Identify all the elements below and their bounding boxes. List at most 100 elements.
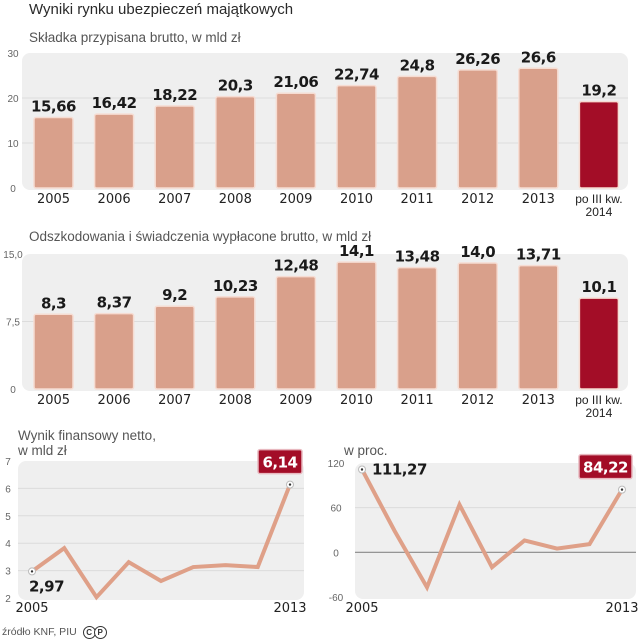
chart1-bar [396,75,438,189]
chart2-ytick-label: 15,0 [3,250,23,261]
chart1-ytick-label: 20 [7,94,19,105]
chart3-ytick-label: 5 [5,512,11,523]
chart3-ytick-label: 4 [5,539,11,550]
chart1-value-label: 18,22 [152,86,197,104]
source-text: źródło KNF, PIU [2,626,77,638]
chart1-category-label: 2006 [98,192,131,207]
chart1-bar [336,84,377,189]
chart1-value-label: 26,6 [521,48,556,66]
chart3-ytick-label: 3 [5,567,11,578]
chart2-category-label: po III kw. [575,393,622,407]
chart1-bar [154,105,195,189]
chart2-value-label: 8,37 [97,294,132,312]
chart2-value-label: 14,1 [339,242,374,260]
chart2-bar [457,262,498,390]
chart2-bar [154,305,195,390]
chart1-bar [33,116,74,189]
chart4-series-line [360,468,624,592]
chart3-title-line1: Wynik finansowy netto, [18,428,156,443]
chart4-title: w proc. [344,443,388,458]
chart1-category-label: 2008 [219,192,252,207]
chart2-ytick-label: 0 [10,385,16,396]
chart1-value-label: 24,8 [400,56,435,74]
chart1-value-label: 19,2 [581,82,616,100]
chart1-bar [215,95,256,189]
chart1-value-label: 26,26 [455,50,500,68]
chart1-category-label: 2014 [586,205,613,219]
chart2-bar [275,275,317,390]
chart4-ytick-label: -60 [329,593,344,604]
chart3-title: Wynik finansowy netto, w mld zł [18,428,156,458]
chart3-endpoint-dot [288,483,292,486]
chart2-value-label: 12,48 [273,257,318,275]
chart3-endpoint-dot [30,570,34,573]
chart3-ytick-label: 2 [5,594,11,605]
chart1-ytick-label: 10 [7,139,19,150]
chart3-end-value-label: 6,14 [262,454,297,472]
chart1-category-label: 2005 [37,192,70,207]
chart1-category-label: 2011 [401,192,434,207]
chart2-bar [396,266,438,390]
chart1-value-label: 15,66 [31,98,76,116]
chart4-ytick-label: 120 [328,459,345,470]
chart1-bar [457,69,498,189]
chart3-series-line [30,483,292,601]
chart1-category-label: po III kw. [575,192,622,206]
chart1-bar [93,113,135,189]
chart2-bar [93,312,135,390]
chart4-endpoint-dot [620,488,624,491]
chart4-end-value-label: 84,22 [583,459,628,477]
chart1-category-label: 2009 [279,192,312,207]
chart3-title-line2: w mld zł [18,443,67,458]
chart2-category-label: 2008 [219,393,252,408]
chart3-xtick-label: 2013 [273,601,306,616]
chart2-value-label: 13,48 [395,248,440,266]
chart2-value-label: 8,3 [41,294,66,312]
chart2-bar [518,264,559,390]
chart4-xtick-label: 2005 [345,601,378,616]
chart1-bar [275,92,317,189]
chart2-value-label: 9,2 [162,286,187,304]
chart1-value-label: 22,74 [334,66,379,84]
chart1-value-label: 20,3 [218,77,253,95]
chart2-category-label: 2009 [279,393,312,408]
chart1-ytick-label: 30 [7,49,19,60]
chart1-value-label: 16,42 [92,94,137,112]
chart3-xtick-label: 2005 [15,601,48,616]
chart1-title: Składka przypisana brutto, w mld zł [29,30,241,45]
chart3-ytick-label: 6 [5,484,11,495]
chart2-category-label: 2005 [37,393,70,408]
infographic-title: Wyniki rynku ubezpieczeń majątkowych [29,1,294,18]
chart2-value-label: 13,71 [516,246,561,264]
chart2-category-label: 2010 [340,393,373,408]
chart1-category-label: 2010 [340,192,373,207]
chart1-bar [578,100,620,189]
chart3-ytick-label: 7 [5,457,11,468]
chart2-category-label: 2014 [586,406,613,420]
chart2-category-label: 2013 [522,393,555,408]
chart2-category-label: 2006 [98,393,131,408]
chart2-category-label: 2011 [401,393,434,408]
chart3-start-value-label: 2,97 [29,577,64,595]
chart2-bar [336,261,377,390]
chart2-category-label: 2012 [461,393,494,408]
chart2-value-label: 14,0 [460,243,495,261]
logo-letter-p: P [93,626,107,639]
chart4-start-value-label: 111,27 [372,460,427,478]
chart2-category-label: 2007 [158,393,191,408]
chart1-ytick-label: 0 [10,184,16,195]
chart1-bar [518,67,559,189]
chart1-category-label: 2012 [461,192,494,207]
chart1-value-label: 21,06 [273,73,318,91]
chart2-bar [215,296,256,390]
chart4-end-callout-box [578,453,633,480]
chart1-category-label: 2007 [158,192,191,207]
chart2-value-label: 10,1 [581,278,616,296]
chart2-bar [33,313,74,390]
chart2-value-label: 10,23 [213,277,258,295]
chart2-title: Odszkodowania i świadczenia wypłacone br… [29,229,372,244]
chart4-ytick-label: 0 [333,548,339,559]
chart2-bar [578,297,620,390]
